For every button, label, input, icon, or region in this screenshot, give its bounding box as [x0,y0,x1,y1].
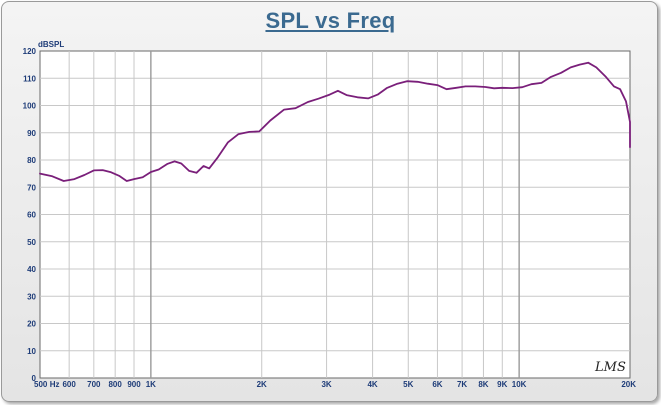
x-tick-label: 6K [432,380,442,389]
x-tick-label: 20K [621,380,636,389]
x-tick-label: 800 [108,380,122,389]
y-tick-label: 40 [27,265,36,274]
x-tick-label: 3K [321,380,331,389]
y-tick-label: 20 [27,320,36,329]
x-tick-label: 8K [478,380,488,389]
x-tick-label: 2K [257,380,267,389]
y-tick-label: 120 [23,47,37,56]
x-tick-label: 900 [127,380,141,389]
y-axis-labels: 0 10 20 30 40 50 60 70 80 90 100 110 120 [23,47,37,383]
x-tick-label: 500 [34,380,48,389]
spl-series-line [39,61,631,182]
y-tick-label: 90 [27,129,36,138]
x-axis-labels: 500 600 700 800 900 1K 2K 3K 4K 5K 6K 7K 8K 9K 10K 20K [34,380,636,389]
y-tick-label: 30 [27,292,36,301]
x-tick-label: 9K [497,380,507,389]
y-tick-label: 110 [23,74,36,83]
y-tick-label: 80 [27,156,36,165]
x-tick-label: 7K [457,380,467,389]
y-tick-label: 10 [27,347,36,356]
x-tick-label: 1K [146,380,156,389]
x-axis-unit-label: Hz [50,380,60,389]
y-tick-label: 0 [32,374,37,383]
x-tick-label: 10K [512,380,527,389]
y-tick-label: 70 [27,183,36,192]
y-tick-label: 50 [27,238,36,247]
x-tick-label: 4K [367,380,377,389]
x-tick-label: 700 [87,380,101,389]
chart-title: SPL vs Freq [265,8,396,33]
grid-lines [40,51,630,378]
y-axis-unit-label: dBSPL [38,40,64,49]
x-tick-label: 5K [403,380,413,389]
y-tick-label: 100 [23,102,37,111]
x-tick-label: 600 [62,380,76,389]
y-tick-label: 60 [27,211,36,220]
lms-signature: LMS [594,360,626,375]
